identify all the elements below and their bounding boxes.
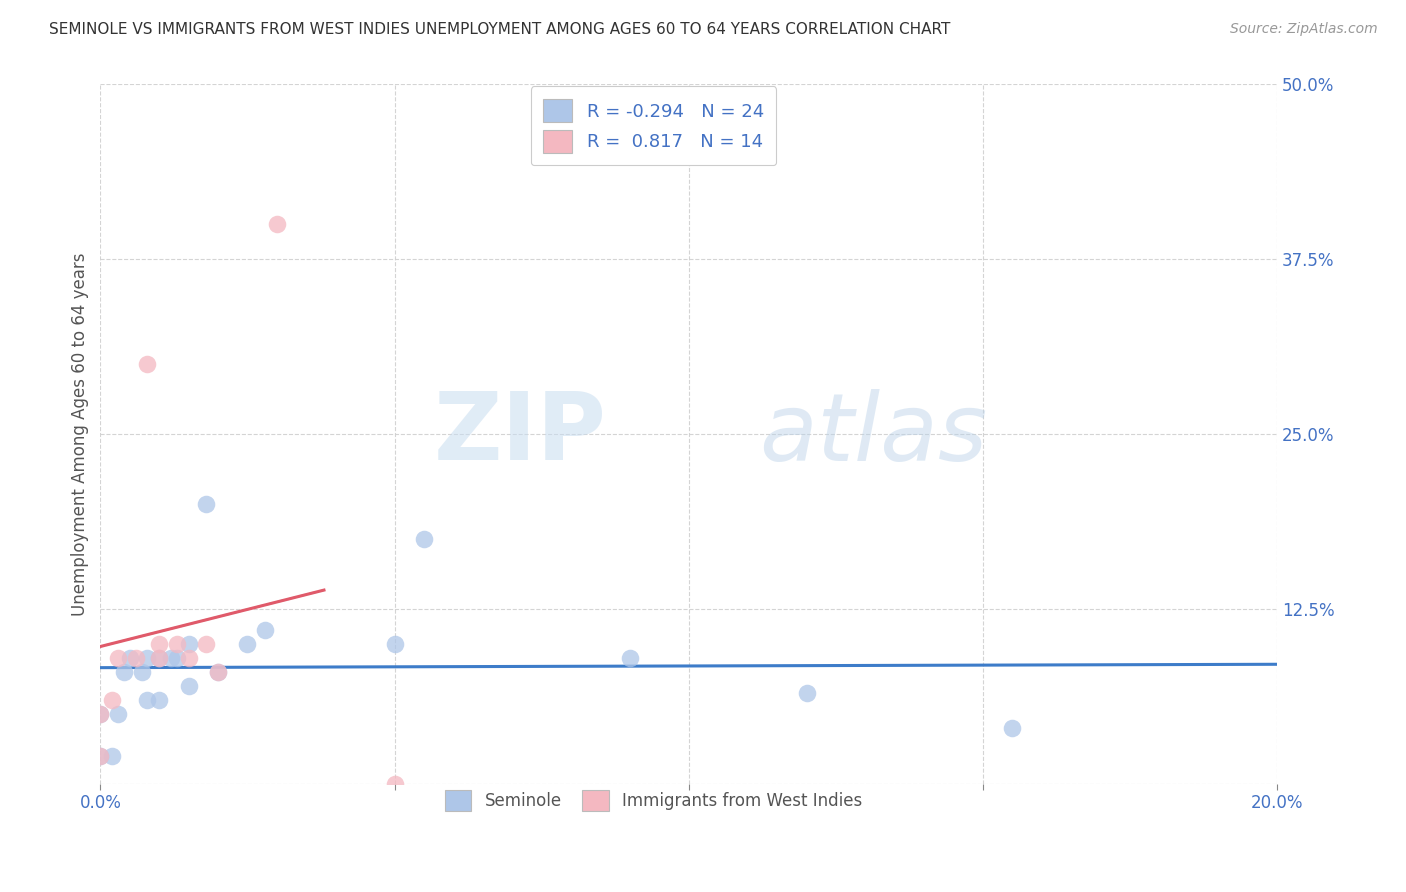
Text: SEMINOLE VS IMMIGRANTS FROM WEST INDIES UNEMPLOYMENT AMONG AGES 60 TO 64 YEARS C: SEMINOLE VS IMMIGRANTS FROM WEST INDIES … xyxy=(49,22,950,37)
Point xyxy=(136,693,159,707)
Point xyxy=(207,665,229,679)
Point xyxy=(177,651,200,665)
Point xyxy=(89,706,111,721)
Point xyxy=(101,748,124,763)
Point xyxy=(136,651,159,665)
Point xyxy=(124,651,146,665)
Point xyxy=(107,706,129,721)
Point xyxy=(177,637,200,651)
Point xyxy=(796,686,818,700)
Point xyxy=(107,651,129,665)
Point xyxy=(177,679,200,693)
Point xyxy=(89,748,111,763)
Text: ZIP: ZIP xyxy=(433,388,606,480)
Text: Source: ZipAtlas.com: Source: ZipAtlas.com xyxy=(1230,22,1378,37)
Point xyxy=(89,748,111,763)
Point xyxy=(254,623,277,637)
Point xyxy=(384,637,406,651)
Point xyxy=(207,665,229,679)
Point xyxy=(195,497,218,511)
Point xyxy=(384,777,406,791)
Point xyxy=(166,651,188,665)
Point xyxy=(413,532,436,546)
Point xyxy=(1001,721,1024,735)
Legend: Seminole, Immigrants from West Indies: Seminole, Immigrants from West Indies xyxy=(432,776,876,824)
Point xyxy=(89,706,111,721)
Point xyxy=(148,651,170,665)
Text: atlas: atlas xyxy=(759,389,987,480)
Point xyxy=(131,665,153,679)
Point xyxy=(112,665,135,679)
Point xyxy=(266,217,288,231)
Point xyxy=(101,693,124,707)
Point xyxy=(136,357,159,371)
Point xyxy=(236,637,259,651)
Point xyxy=(195,637,218,651)
Point xyxy=(619,651,641,665)
Point xyxy=(118,651,141,665)
Y-axis label: Unemployment Among Ages 60 to 64 years: Unemployment Among Ages 60 to 64 years xyxy=(72,252,89,615)
Point xyxy=(166,637,188,651)
Point xyxy=(148,637,170,651)
Point xyxy=(160,651,183,665)
Point xyxy=(148,693,170,707)
Point xyxy=(148,651,170,665)
